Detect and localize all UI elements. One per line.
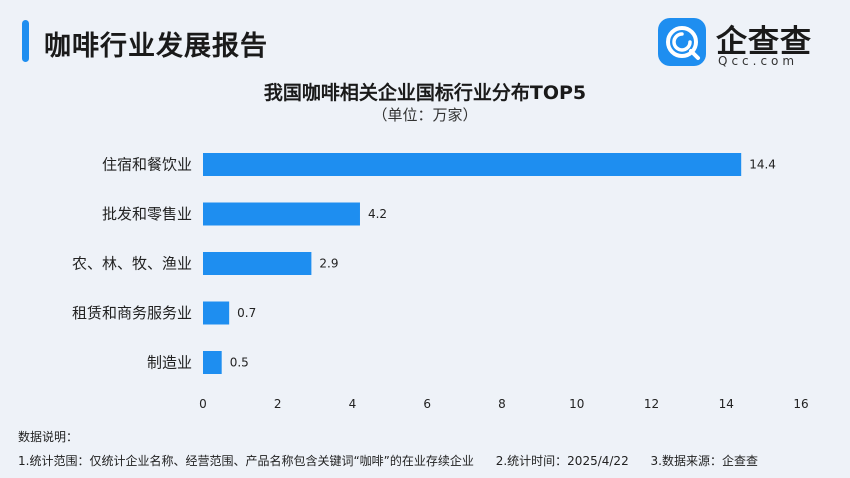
bar [203, 252, 312, 275]
bar [203, 153, 742, 176]
category-label: 租赁和商务服务业 [72, 304, 192, 322]
category-label: 农、林、牧、渔业 [72, 255, 192, 273]
chart-subtitle: （单位：万家） [372, 106, 478, 124]
note-scope: 1.统计范围：仅统计企业名称、经营范围、产品名称包含关键词“咖啡”的在业存续企业 [18, 454, 474, 468]
bar [203, 202, 360, 226]
x-tick-label: 14 [719, 397, 734, 411]
value-label: 14.4 [749, 158, 776, 172]
brand-name: 企查查 [716, 24, 812, 60]
value-label: 4.2 [368, 207, 387, 221]
x-tick-label: 6 [423, 397, 431, 411]
brand-domain: Qcc.com [718, 54, 799, 68]
x-tick-label: 4 [349, 397, 357, 411]
note-source: 3.数据来源：企查查 [650, 454, 758, 468]
category-label: 住宿和餐饮业 [102, 156, 192, 174]
value-label: 2.9 [319, 257, 338, 271]
x-tick-label: 0 [199, 397, 207, 411]
x-tick-label: 12 [644, 397, 659, 411]
qcc-logo-icon [658, 18, 706, 66]
chart-title: 我国咖啡相关企业国标行业分布TOP5 [263, 82, 587, 104]
x-tick-label: 16 [793, 397, 808, 411]
category-label: 批发和零售业 [102, 205, 192, 223]
x-tick-label: 2 [274, 397, 282, 411]
bar [203, 351, 222, 374]
bar [203, 301, 230, 325]
category-label: 制造业 [147, 354, 192, 372]
value-label: 0.7 [237, 306, 256, 320]
note-time: 2.统计时间：2025/4/22 [495, 454, 629, 468]
value-label: 0.5 [230, 356, 249, 370]
notes-heading: 数据说明： [18, 430, 79, 444]
report-title: 咖啡行业发展报告 [44, 31, 268, 62]
x-tick-label: 8 [498, 397, 506, 411]
x-tick-label: 10 [569, 397, 584, 411]
notes-line: 1.统计范围：仅统计企业名称、经营范围、产品名称包含关键词“咖啡”的在业存续企业… [18, 452, 776, 469]
title-accent-bar [22, 20, 29, 62]
